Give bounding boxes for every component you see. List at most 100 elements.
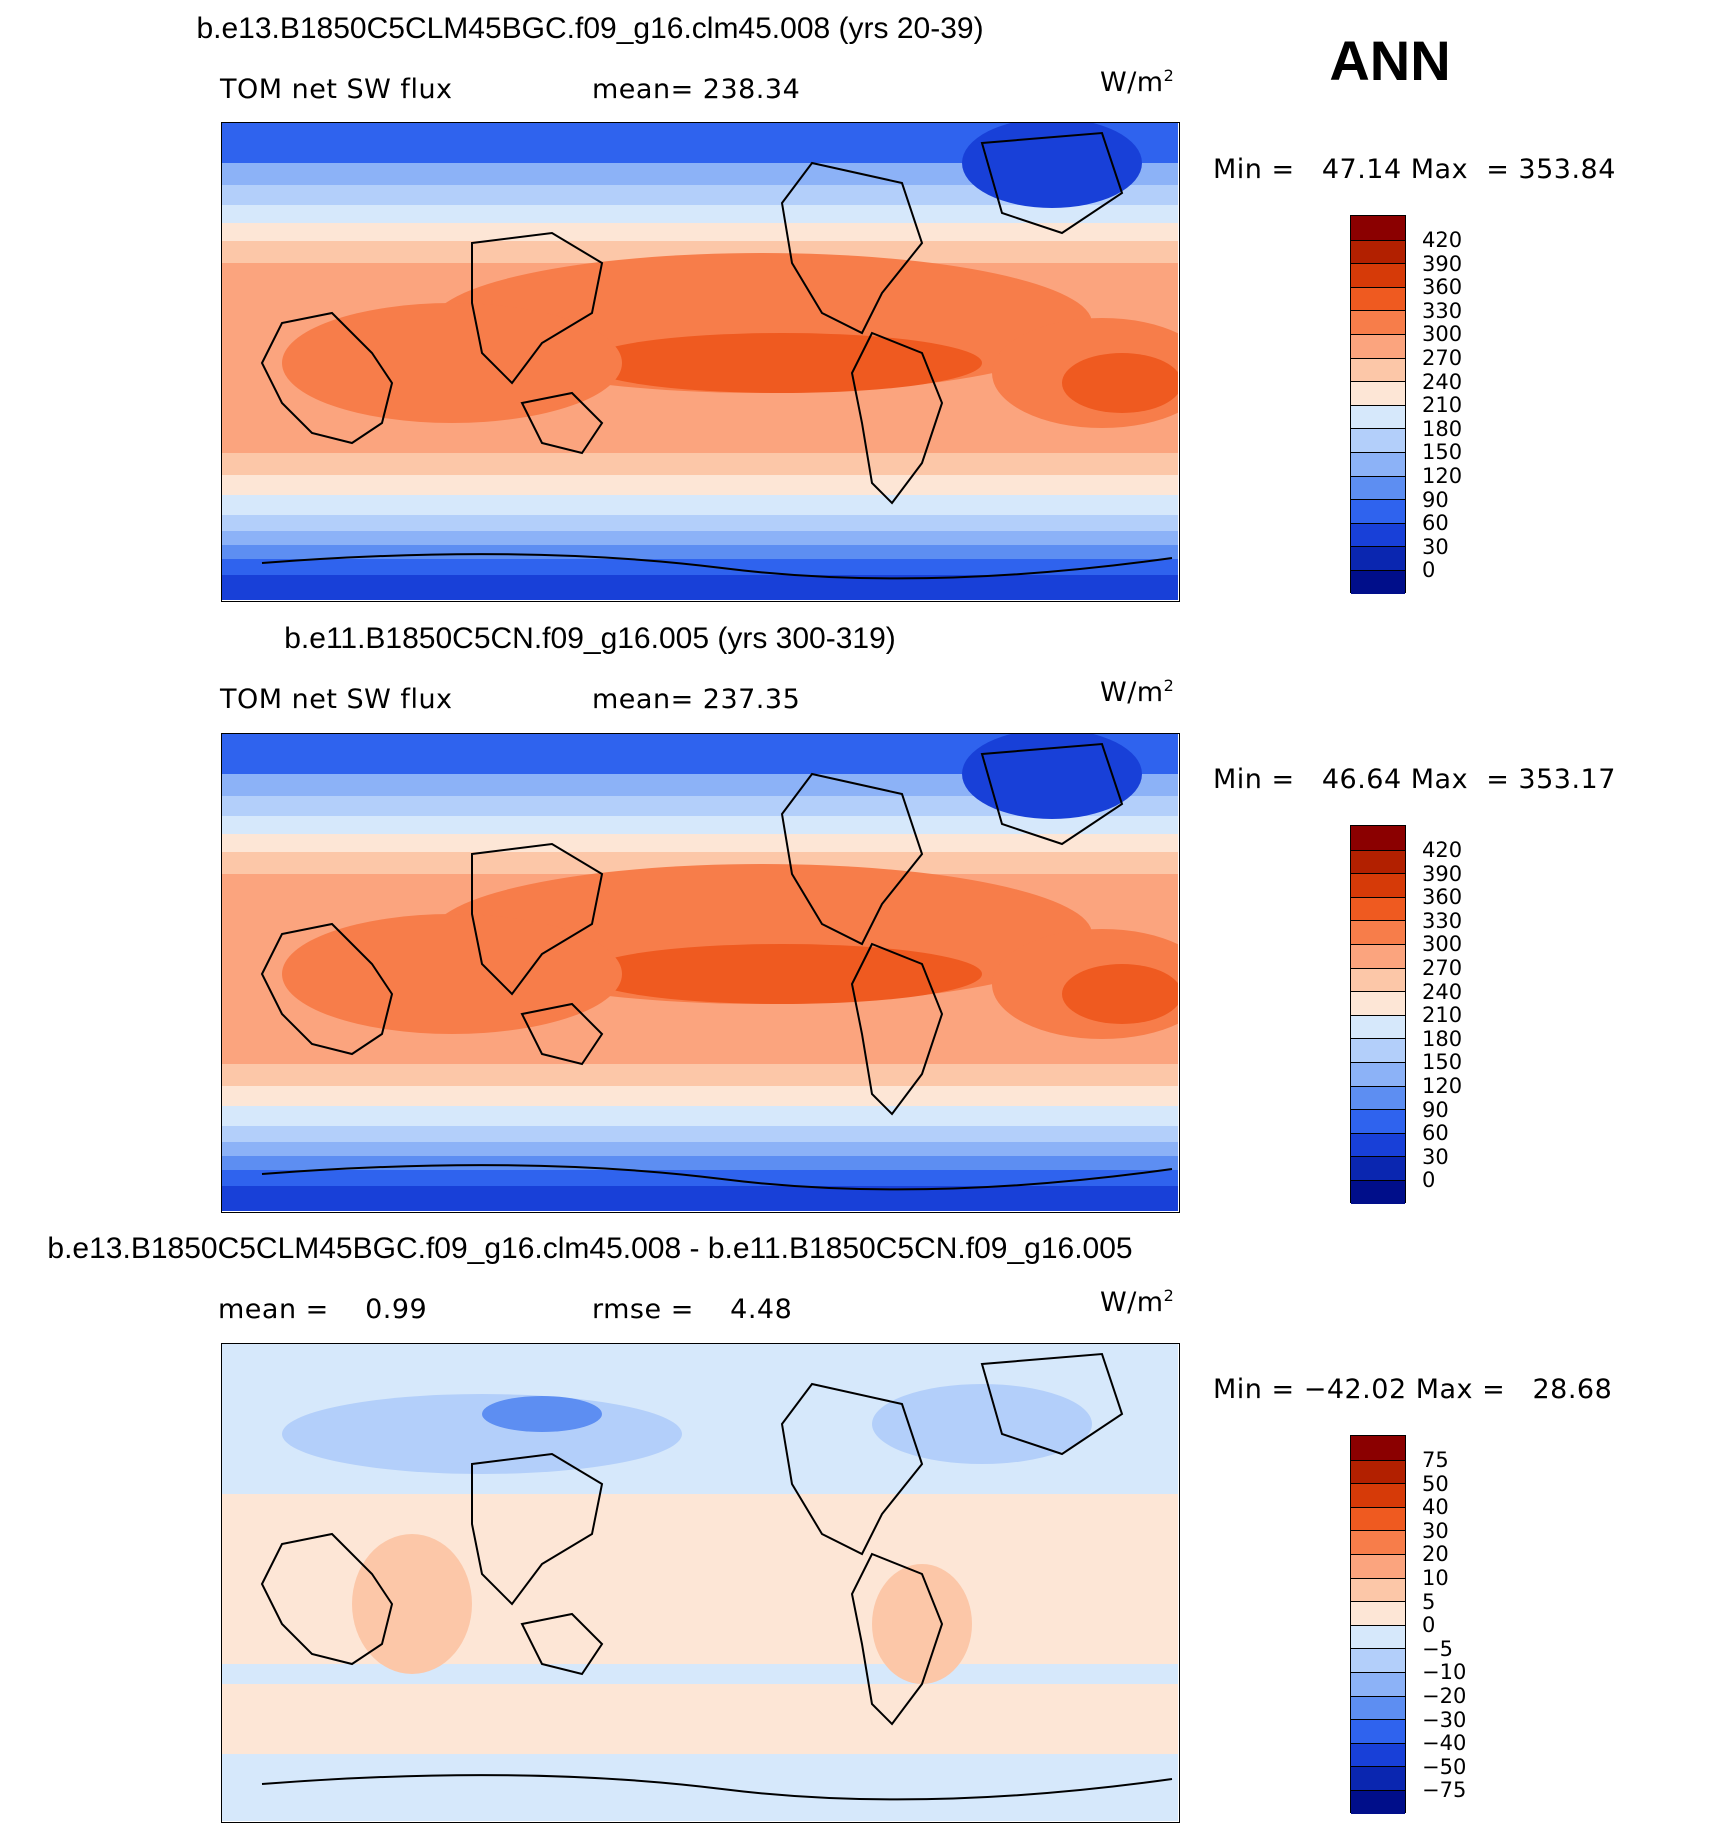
colorbar-swatch [1351, 357, 1405, 382]
panel-2-map [221, 733, 1180, 1213]
colorbar-swatch [1351, 1601, 1405, 1625]
contour-band [222, 223, 1178, 241]
contour-region [1062, 353, 1178, 413]
contour-band [222, 852, 1178, 874]
colorbar-swatch [1351, 826, 1405, 850]
panel-2-units: W/m2 [1100, 676, 1175, 708]
panel-3-map [221, 1343, 1180, 1823]
colorbar-level-label: −5 [1422, 1636, 1453, 1661]
colorbar-swatch [1351, 1789, 1405, 1814]
colorbar-swatch [1351, 1742, 1405, 1767]
panel-3-title: b.e13.B1850C5CLM45BGC.f09_g16.clm45.008 … [47, 1232, 1133, 1265]
colorbar-level-label: 30 [1422, 1518, 1449, 1543]
contour-band [222, 559, 1178, 575]
colorbar-level-label: 120 [1422, 463, 1463, 488]
panel-3-rmse-label: rmse = 4.48 [592, 1294, 793, 1325]
contour-band [222, 531, 1178, 545]
colorbar-level-label: 0 [1422, 1168, 1436, 1193]
colorbar-level-label: −10 [1422, 1660, 1467, 1685]
coastline [260, 1532, 394, 1666]
colorbar-swatch [1351, 967, 1405, 992]
colorbar-swatch [1351, 428, 1405, 452]
panel-3-colorbar [1350, 1435, 1406, 1814]
colorbar-level-label: 240 [1422, 979, 1463, 1004]
colorbar-swatch [1351, 404, 1405, 429]
panel-1-mean-label: mean= 238.34 [592, 74, 801, 105]
contour-region [282, 914, 622, 1034]
colorbar-level-label: 90 [1422, 1097, 1449, 1122]
contour-region [582, 333, 982, 393]
colorbar-level-label: 90 [1422, 487, 1449, 512]
coastline [471, 1452, 604, 1606]
colorbar-swatch [1351, 849, 1405, 874]
colorbar-level-label: 150 [1422, 440, 1463, 465]
coastline [260, 311, 394, 445]
colorbar-level-label: −20 [1422, 1683, 1467, 1708]
panel-1-min-max: Min = 47.14 Max = 353.84 [1213, 154, 1616, 185]
colorbar-swatch [1351, 310, 1405, 334]
contour-band [222, 1684, 1178, 1754]
coastline [980, 1352, 1124, 1456]
colorbar-level-label: −75 [1422, 1778, 1467, 1803]
panel-2-variable-label: TOM net SW flux [220, 684, 453, 715]
colorbar-level-label: 75 [1422, 1448, 1449, 1472]
colorbar-level-label: 5 [1422, 1589, 1436, 1614]
colorbar-swatch [1351, 216, 1405, 240]
colorbar-swatch [1351, 499, 1405, 523]
coastline [520, 1612, 604, 1676]
panel-2-contour-field [222, 734, 1178, 1211]
coastline [261, 1164, 1173, 1191]
colorbar-swatch [1351, 522, 1405, 547]
contour-band [222, 834, 1178, 852]
colorbar-swatch [1351, 1553, 1405, 1578]
coastline [780, 772, 924, 946]
colorbar-swatch [1351, 873, 1405, 897]
colorbar-swatch [1351, 896, 1405, 921]
colorbar-swatch [1351, 1648, 1405, 1672]
contour-region [282, 303, 622, 423]
colorbar-level-label: −30 [1422, 1707, 1467, 1732]
colorbar-level-label: 60 [1422, 511, 1449, 536]
coastline [850, 942, 944, 1116]
coastline [471, 231, 604, 385]
colorbar-level-label: 360 [1422, 275, 1463, 300]
colorbar-swatch [1351, 381, 1405, 405]
contour-band [222, 1142, 1178, 1156]
colorbar-level-label: 120 [1422, 1073, 1463, 1098]
contour-band [222, 575, 1178, 600]
panel-2-min-max: Min = 46.64 Max = 353.17 [1213, 764, 1616, 795]
colorbar-swatch [1351, 1695, 1405, 1720]
panel-3-mean-label: mean = 0.99 [218, 1294, 428, 1325]
colorbar-swatch [1351, 1719, 1405, 1743]
colorbar-swatch [1351, 1109, 1405, 1133]
colorbar-level-label: 60 [1422, 1121, 1449, 1146]
season-label: ANN [1329, 29, 1451, 92]
colorbar-level-label: 0 [1422, 1613, 1436, 1638]
colorbar-swatch [1351, 1766, 1405, 1790]
coastline [780, 161, 924, 335]
contour-region [962, 123, 1142, 208]
coastline [260, 922, 394, 1056]
coastline [780, 1382, 924, 1556]
colorbar-swatch [1351, 546, 1405, 570]
colorbar-level-label: 50 [1422, 1471, 1449, 1496]
colorbar-swatch [1351, 1459, 1405, 1484]
colorbar-level-label: 40 [1422, 1495, 1449, 1520]
colorbar-swatch [1351, 1156, 1405, 1180]
contour-band [222, 545, 1178, 559]
colorbar-swatch [1351, 1577, 1405, 1602]
coastline [520, 391, 604, 455]
colorbar-level-label: 270 [1422, 345, 1463, 370]
colorbar-level-label: 330 [1422, 298, 1463, 323]
coastline [520, 1002, 604, 1066]
colorbar-swatch [1351, 569, 1405, 594]
panel-1-contour-field [222, 123, 1178, 600]
colorbar-swatch [1351, 1483, 1405, 1507]
panel-2-colorbar [1350, 825, 1406, 1204]
colorbar-level-label: 180 [1422, 416, 1463, 441]
coastline [850, 331, 944, 505]
coastline [261, 553, 1173, 580]
panel-1-title: b.e13.B1850C5CLM45BGC.f09_g16.clm45.008 … [196, 12, 984, 45]
colorbar-level-label: −50 [1422, 1754, 1467, 1779]
panel-1-colorbar-labels: 420 390 360 330 300 270 240 210 180 150 120 90 60 30 0 [1422, 228, 1502, 583]
